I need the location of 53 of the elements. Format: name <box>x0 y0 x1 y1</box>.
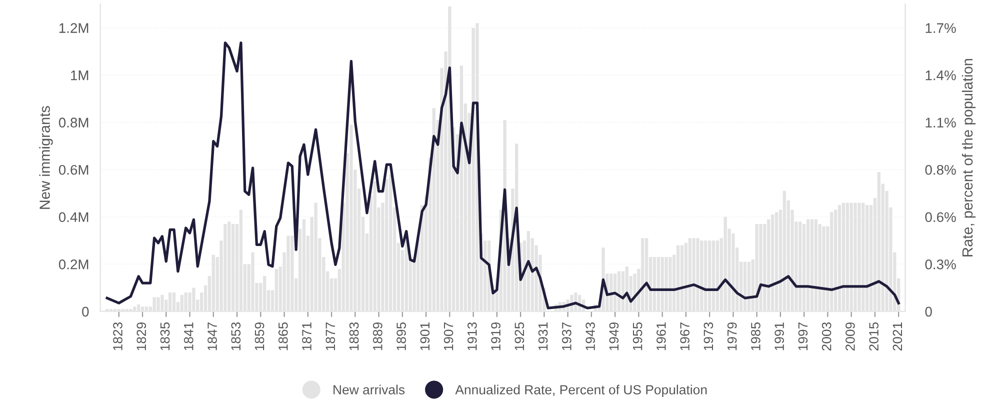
x-tick-label: 1949 <box>609 322 619 350</box>
x-tick-label: 1895 <box>396 322 406 350</box>
x-tick-label: 1925 <box>514 322 524 350</box>
x-tick-label: 1931 <box>538 322 548 350</box>
y2-tick-label: 0.6% <box>925 212 956 222</box>
x-tick-label: 1829 <box>136 322 146 350</box>
x-tick-label: 1979 <box>727 322 737 350</box>
y2-tick-label: 1.1% <box>926 118 956 128</box>
x-tick-label: 1859 <box>254 322 264 350</box>
x-tick-label: 1883 <box>349 322 359 350</box>
x-tick-label: 1937 <box>562 322 572 350</box>
x-tick-label: 2021 <box>892 322 902 351</box>
x-tick-label: 1985 <box>751 322 760 350</box>
y2-tick-label: 0.8% <box>925 164 956 175</box>
line-series <box>106 42 900 310</box>
x-tick-label: 1907 <box>444 322 454 350</box>
y2-axis-title: Rate, percent of the population <box>962 59 976 256</box>
x-tick-label: 1847 <box>208 322 217 350</box>
x-tick-label: 1973 <box>704 322 714 350</box>
x-tick-label: 1853 <box>231 322 241 350</box>
y-tick-label: 0.6M <box>58 164 88 175</box>
x-tick-label: 1877 <box>326 322 336 350</box>
legend-label: New arrivals <box>334 384 405 394</box>
x-tick-label: 1889 <box>372 322 382 350</box>
x-tick-label: 2003 <box>822 322 832 351</box>
x-tick-label: 1871 <box>302 322 312 350</box>
x-tick-label: 1955 <box>632 322 642 350</box>
y2-tick-label: 1.4% <box>926 70 956 80</box>
y-tick-label: 0.8M <box>58 118 88 128</box>
x-tick-label: 2015 <box>869 322 878 351</box>
y-tick-label: 0.2M <box>58 259 88 270</box>
x-tick-label: 1913 <box>467 322 477 350</box>
x-tick-label: 1991 <box>774 322 784 350</box>
x-tick-label: 1841 <box>184 322 194 350</box>
x-tick-label: 2009 <box>846 322 855 351</box>
y2-tick-label: 0.3% <box>925 259 956 270</box>
x-tick-label: 1901 <box>420 322 430 350</box>
x-tick-label: 1967 <box>680 322 690 350</box>
y2-tick-label: 1.7% <box>926 23 956 33</box>
y-tick-label: 1.2M <box>59 23 88 33</box>
y-axis-title: New immigrants <box>39 106 53 209</box>
x-tick-label: 1961 <box>656 322 666 350</box>
x-tick-label: 1943 <box>586 322 595 350</box>
x-tick-label: 1835 <box>160 322 170 350</box>
y-tick-label: 0.4M <box>58 212 88 222</box>
legend-label: Annualized Rate, Percent of US Population <box>455 384 707 398</box>
x-tick-label: 1823 <box>113 322 122 350</box>
x-tick-label: 1919 <box>491 322 500 350</box>
y2-tick-label: 0 <box>925 306 932 317</box>
x-tick-label: 1997 <box>798 322 808 350</box>
x-tick-label: 1865 <box>278 322 288 350</box>
y-tick-label: 0 <box>82 306 89 317</box>
y-tick-label: 1M <box>71 70 88 80</box>
